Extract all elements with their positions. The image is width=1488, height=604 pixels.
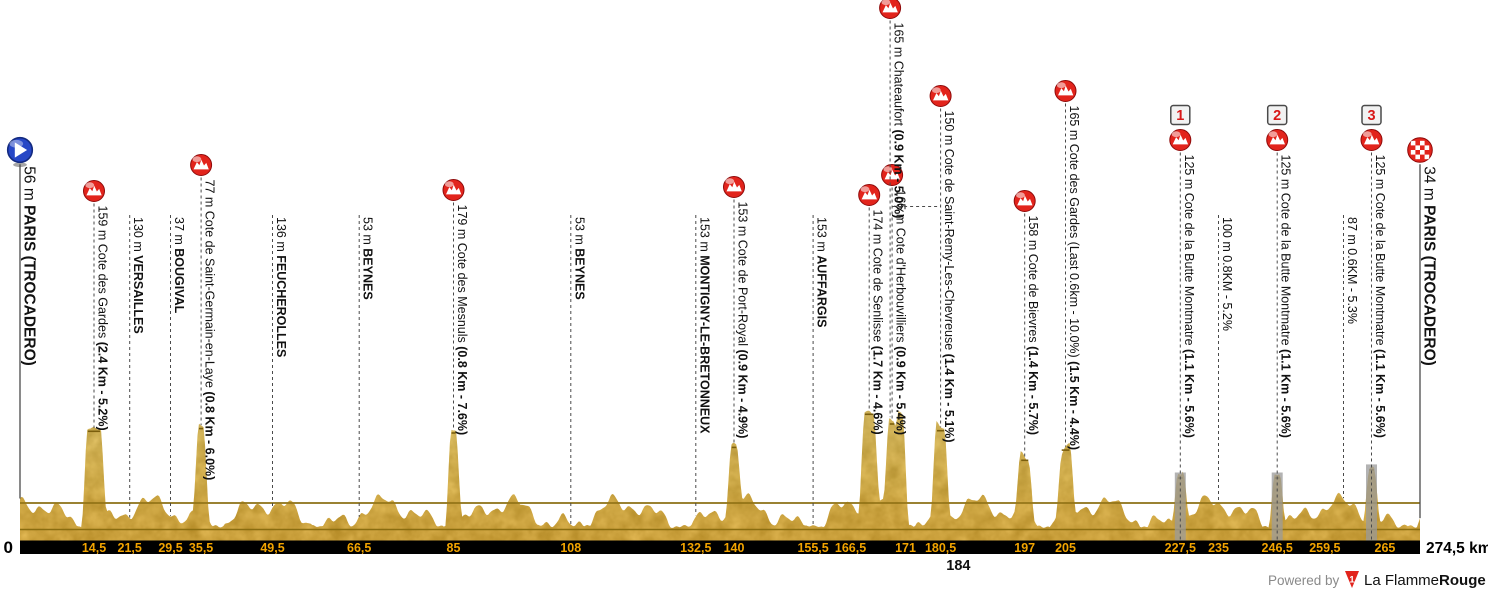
svg-text:125 m Cote de la Butte Montmat: 125 m Cote de la Butte Montmatre (1.1 Km… <box>1182 155 1196 438</box>
svg-text:205: 205 <box>1055 541 1076 555</box>
svg-text:153 m AUFFARGIS: 153 m AUFFARGIS <box>815 217 829 327</box>
svg-text:21,5: 21,5 <box>118 541 142 555</box>
svg-text:165 m Cote d'Herbouvilliers (0: 165 m Cote d'Herbouvilliers (0.9 Km - 5.… <box>894 190 908 436</box>
svg-text:3: 3 <box>1367 108 1375 124</box>
svg-text:77 m Cote de Saint-Germain-en-: 77 m Cote de Saint-Germain-en-Laye (0.8 … <box>203 180 217 481</box>
svg-text:53 m BEYNES: 53 m BEYNES <box>572 217 586 300</box>
svg-text:246,5: 246,5 <box>1262 541 1293 555</box>
svg-text:179 m Cote des Mesnuls (0.8 Km: 179 m Cote des Mesnuls (0.8 Km - 7.6%) <box>455 205 469 436</box>
svg-text:197: 197 <box>1014 541 1035 555</box>
svg-text:132,5: 132,5 <box>680 541 711 555</box>
svg-text:265: 265 <box>1375 541 1396 555</box>
svg-text:227,5: 227,5 <box>1165 541 1196 555</box>
svg-text:Powered by: Powered by <box>1268 573 1340 588</box>
svg-text:158 m Cote de Bievres (1.4 Km: 158 m Cote de Bievres (1.4 Km - 5.7%) <box>1026 216 1040 436</box>
svg-text:130 m VERSAILLES: 130 m VERSAILLES <box>131 217 145 334</box>
svg-text:1: 1 <box>1349 574 1354 584</box>
svg-text:2: 2 <box>1273 108 1281 124</box>
svg-text:165 m Cote des Gardes (Last 0.: 165 m Cote des Gardes (Last 0.6km - 10.0… <box>1067 106 1081 451</box>
svg-text:166,5: 166,5 <box>835 541 866 555</box>
svg-text:153 m Cote de Port-Royal (0.9: 153 m Cote de Port-Royal (0.9 Km - 4.9%) <box>736 202 750 439</box>
svg-text:49,5: 49,5 <box>260 541 284 555</box>
svg-text:259,5: 259,5 <box>1309 541 1340 555</box>
svg-text:34 m PARIS (TROCADERO): 34 m PARIS (TROCADERO) <box>1421 166 1438 366</box>
svg-text:125 m Cote de la Butte Montmat: 125 m Cote de la Butte Montmatre (1.1 Km… <box>1373 155 1387 438</box>
svg-text:180,5: 180,5 <box>925 541 956 555</box>
svg-text:37 m BOUGIVAL: 37 m BOUGIVAL <box>172 217 186 314</box>
svg-text:153 m MONTIGNY-LE-BRETONNEUX: 153 m MONTIGNY-LE-BRETONNEUX <box>697 217 711 434</box>
svg-text:171: 171 <box>895 541 916 555</box>
svg-text:14,5: 14,5 <box>82 541 106 555</box>
svg-text:29,5: 29,5 <box>158 541 182 555</box>
svg-text:85: 85 <box>447 541 461 555</box>
svg-text:125 m Cote de la Butte Montmat: 125 m Cote de la Butte Montmatre (1.1 Km… <box>1279 155 1293 438</box>
svg-text:53 m BEYNES: 53 m BEYNES <box>361 217 375 300</box>
svg-text:274,5 km: 274,5 km <box>1426 540 1488 557</box>
svg-text:1: 1 <box>1176 108 1184 124</box>
svg-text:87 m 0.6KM - 5.3%: 87 m 0.6KM - 5.3% <box>1345 217 1359 324</box>
svg-text:La FlammeRouge: La FlammeRouge <box>1364 572 1486 589</box>
svg-text:150 m Cote de Saint-Remy-Les-C: 150 m Cote de Saint-Remy-Les-Chevreuse (… <box>942 111 956 443</box>
svg-text:235: 235 <box>1208 541 1229 555</box>
svg-text:66,5: 66,5 <box>347 541 371 555</box>
svg-text:56 m PARIS (TROCADERO): 56 m PARIS (TROCADERO) <box>21 166 38 366</box>
svg-text:159 m Cote des Gardes (2.4 Km: 159 m Cote des Gardes (2.4 Km - 5.2%) <box>96 206 110 431</box>
svg-text:155,5: 155,5 <box>797 541 828 555</box>
svg-text:0: 0 <box>4 538 13 557</box>
svg-text:165 m Chateaufort (0.9 Km - 5.: 165 m Chateaufort (0.9 Km - 5.0%) <box>892 23 906 219</box>
svg-text:108: 108 <box>560 541 581 555</box>
svg-text:35,5: 35,5 <box>189 541 213 555</box>
svg-text:100 m 0.8KM - 5.2%: 100 m 0.8KM - 5.2% <box>1220 217 1234 331</box>
svg-text:140: 140 <box>724 541 745 555</box>
svg-text:136 m FEUCHEROLLES: 136 m FEUCHEROLLES <box>274 217 288 357</box>
svg-text:174 m Cote de Senlisse (1.7 Km: 174 m Cote de Senlisse (1.7 Km - 4.6%) <box>871 210 885 435</box>
svg-text:184: 184 <box>946 558 970 574</box>
